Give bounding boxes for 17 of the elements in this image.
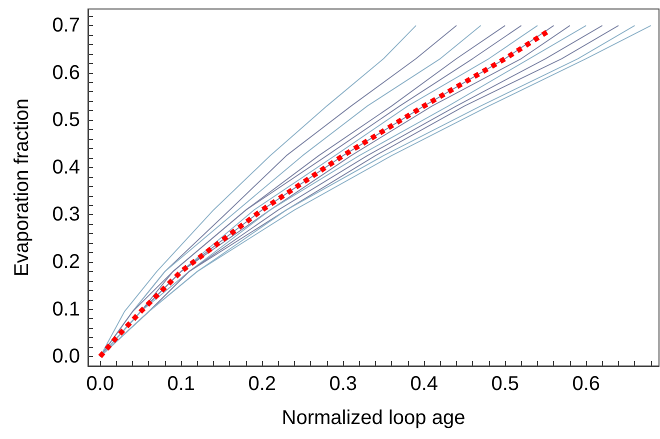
x-tick-label: 0.5	[491, 373, 520, 395]
y-tick-label: 0.6	[52, 62, 80, 84]
y-tick-label: 0.3	[52, 204, 80, 226]
y-tick-label: 0.2	[52, 250, 80, 273]
x-tick-label: 0.6	[572, 373, 600, 395]
y-tick-label: 0.0	[52, 346, 80, 368]
y-tick-label: 0.4	[52, 156, 80, 178]
x-axis-title: Normalized loop age	[282, 407, 466, 429]
x-tick-label: 0.4	[410, 373, 438, 395]
x-tick-label: 0.3	[329, 373, 358, 395]
x-tick-label: 0.0	[86, 373, 114, 395]
x-tick-label: 0.1	[167, 373, 196, 395]
y-tick-label: 0.7	[52, 14, 80, 37]
y-axis-title: Evaporation fraction	[11, 98, 33, 276]
y-tick-label: 0.1	[52, 298, 80, 320]
y-tick-label: 0.5	[52, 109, 80, 132]
x-tick-label: 0.2	[248, 373, 276, 395]
